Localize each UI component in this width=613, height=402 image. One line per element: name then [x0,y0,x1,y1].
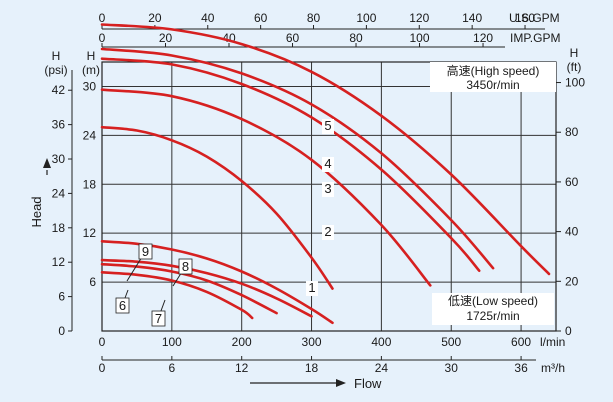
psi-tick-label: 42 [52,83,66,97]
curve-4 [100,47,495,270]
lmin-tick-label: 0 [99,335,106,349]
ft-tick-label: 80 [565,125,579,139]
curve-label-bg [322,182,334,197]
imp-gpm-tick-label: 60 [286,31,300,45]
psi-tick-label: 24 [52,186,66,200]
m-tick-label: 12 [83,226,97,240]
curve-label-9: 9 [142,244,149,259]
m3h-tick-label: 30 [445,361,459,375]
psi-tick-label: 6 [58,290,65,304]
m-tick-label: 24 [83,128,97,142]
us-gpm-tick-label: 20 [148,11,162,25]
us-gpm-tick-label: 40 [201,11,215,25]
curve-label-4: 4 [324,156,331,171]
us-gpm-tick-label: 0 [99,11,106,25]
lmin-tick-label: 100 [162,335,182,349]
curve-label-bg [138,243,153,260]
psi-tick-label: 12 [52,255,66,269]
head-arrow-head [43,158,51,168]
low-speed-title: 低速(Low speed) [448,294,538,308]
curve-7 [100,262,278,315]
imp-gpm-unit-label: IMP.GPM [510,31,560,45]
curve-label-7: 7 [155,311,162,326]
high-speed-rpm: 3450r/min [466,78,519,92]
imp-gpm-tick-label: 80 [349,31,363,45]
lmin-unit-label: l/min [540,335,565,349]
m3h-tick-label: 24 [375,361,389,375]
us-gpm-tick-label: 160 [515,11,535,25]
imp-gpm-tick-label: 100 [410,31,430,45]
ft-tick-label: 0 [565,324,572,338]
ft-tick-label: 100 [565,76,585,90]
curve-label-bg [322,157,334,172]
high-speed-box [430,62,556,92]
psi-tick-label: 18 [52,221,66,235]
curve-6 [100,271,254,320]
lmin-tick-label: 400 [371,335,391,349]
curve-label-bg [306,281,318,296]
m3h-tick-label: 36 [514,361,528,375]
low-speed-rpm: 1725r/min [466,309,519,323]
curve-1 [100,125,334,290]
curve-label-6: 6 [119,298,126,313]
m-unit-label: H (m) [82,49,100,77]
curve-label-5: 5 [324,118,331,133]
curve-label-bg [151,310,166,327]
flow-arrow-head [336,379,346,387]
us-gpm-tick-label: 120 [409,11,429,25]
curve-label-8: 8 [182,259,189,274]
curve-label-1: 1 [308,280,315,295]
lmin-tick-label: 200 [232,335,252,349]
m-tick-label: 30 [83,79,97,93]
ft-tick-label: 20 [565,274,579,288]
imp-gpm-tick-label: 20 [159,31,173,45]
curve-8 [100,258,313,318]
lmin-tick-label: 500 [441,335,461,349]
us-gpm-unit-label: U.S.GPM [509,11,560,25]
psi-tick-label: 36 [52,118,66,132]
curve-2 [100,88,432,287]
ft-tick-label: 40 [565,225,579,239]
curve-label-bg [115,297,130,314]
ft-tick-label: 60 [565,175,579,189]
us-gpm-tick-label: 80 [307,11,321,25]
curve-label-2: 2 [324,224,331,239]
lmin-tick-label: 600 [511,335,531,349]
m3h-tick-label: 6 [169,361,176,375]
psi-unit-label: H (psi) [44,49,67,77]
m3h-tick-label: 12 [235,361,249,375]
curve-label-bg [322,119,334,134]
curve-label-3: 3 [324,181,331,196]
psi-tick-label: 0 [58,324,65,338]
m3h-tick-label: 0 [99,361,106,375]
us-gpm-tick-label: 60 [254,11,268,25]
us-gpm-tick-label: 140 [462,11,482,25]
curve-3 [100,57,481,272]
plot-frame [101,61,557,332]
m3h-unit-label: m³/h [541,361,565,375]
curve-label-bg [322,225,334,240]
psi-tick-label: 30 [52,152,66,166]
low-speed-box [432,293,554,325]
high-speed-title: 高速(High speed) [447,63,540,78]
m-tick-label: 6 [89,275,96,289]
m3h-tick-label: 18 [305,361,319,375]
curve-5 [100,23,551,276]
curve-label-bg [178,258,193,275]
lmin-tick-label: 300 [302,335,322,349]
m-tick-label: 18 [83,177,97,191]
flow-axis-title: Flow [354,376,382,391]
ft-unit-label: H (ft) [567,46,582,74]
imp-gpm-tick-label: 120 [473,31,493,45]
imp-gpm-tick-label: 0 [99,31,106,45]
us-gpm-tick-label: 100 [356,11,376,25]
head-axis-title: Head [29,196,44,227]
